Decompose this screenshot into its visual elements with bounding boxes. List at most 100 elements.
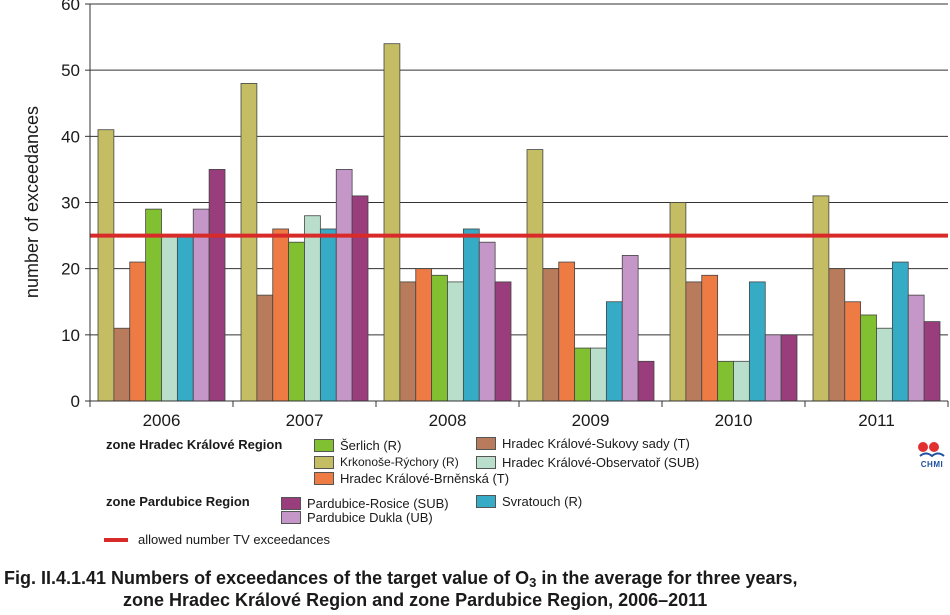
bar	[176, 235, 194, 402]
legend-item-hk-brnenska: Hradec Králové-Brněnská (T)	[314, 471, 509, 486]
x-tick-label: 2006	[143, 411, 181, 430]
bar	[526, 149, 544, 402]
bar	[907, 294, 925, 402]
legend-swatch	[476, 495, 496, 508]
bar	[256, 294, 274, 402]
bar	[431, 274, 448, 402]
legend-swatch	[281, 497, 301, 510]
legend-swatch	[281, 511, 301, 524]
y-tick-label: 10	[61, 326, 80, 345]
legend-item-svratouch: Svratouch (R)	[476, 494, 582, 509]
threshold-line-swatch	[104, 537, 128, 542]
legend-swatch	[476, 456, 496, 469]
bar	[288, 241, 305, 402]
legend-label: Šerlich (R)	[340, 438, 402, 453]
bar	[828, 268, 846, 402]
legend: zone Hradec Králové Region zone Pardubic…	[0, 430, 950, 550]
legend-item-krkonose-rychory: Krkonoše-Rýchory (R)	[314, 455, 459, 469]
bar	[590, 347, 607, 402]
caption-subscript: 3	[529, 575, 537, 590]
bar	[717, 360, 734, 402]
bar	[685, 281, 703, 402]
bar	[621, 255, 639, 402]
legend-label: allowed number TV exceedances	[138, 532, 330, 547]
legend-group-hradec-kralove: zone Hradec Králové Region	[106, 437, 283, 452]
bar	[272, 228, 290, 402]
bar	[748, 281, 766, 402]
caption-line-1: Fig. II.4.1.41 Numbers of exceedances of…	[4, 568, 798, 593]
y-tick-label: 40	[61, 127, 80, 146]
legend-item-pardubice-dukla: Pardubice Dukla (UB)	[281, 510, 433, 525]
bar	[351, 195, 369, 402]
legend-item-hk-sukovy-sady: Hradec Králové-Sukovy sady (T)	[476, 436, 690, 451]
y-tick-label: 30	[61, 194, 80, 213]
bar	[447, 281, 464, 402]
legend-swatch	[476, 437, 496, 450]
legend-label: Hradec Králové-Brněnská (T)	[340, 471, 510, 486]
bar	[113, 327, 131, 402]
bar	[399, 281, 417, 402]
x-tick-label: 2007	[286, 411, 324, 430]
y-axis-label: number of exceedances	[22, 106, 42, 298]
legend-label: Krkonoše-Rýchory (R)	[340, 455, 459, 469]
bar-chart: 0 10 20 30 40 50 60 2006 2007 2008 2009 2010 2011 nu…	[22, 0, 949, 430]
bar	[701, 274, 719, 402]
bar	[542, 268, 560, 402]
legend-label: Svratouch (R)	[502, 494, 583, 509]
bar	[383, 43, 401, 402]
axes: 0 10 20 30 40 50 60 2006 2007 2008 2009 2010 2011	[61, 0, 949, 430]
x-tick-label: 2010	[715, 411, 753, 430]
chmi-logo-icon	[918, 442, 945, 458]
chmi-logo-text: CHMI	[920, 460, 944, 469]
caption-prefix: Fig. II.4.1.41 Numbers of exceedances of…	[4, 568, 530, 588]
legend-label: Pardubice-Rosice (SUB)	[307, 496, 449, 511]
bar	[478, 241, 496, 402]
bar	[415, 268, 433, 402]
legend-swatch	[314, 455, 334, 469]
x-tick-label: 2009	[572, 411, 610, 430]
bar	[129, 261, 147, 402]
bar	[208, 169, 226, 402]
caption-suffix: in the average for three years,	[536, 568, 798, 588]
bar	[891, 261, 909, 402]
bar	[494, 281, 512, 402]
x-tick-label: 2008	[429, 411, 467, 430]
bar	[669, 202, 687, 402]
bar	[764, 334, 782, 402]
bars	[97, 43, 941, 402]
grid-lines	[90, 3, 948, 402]
bar	[876, 327, 893, 402]
legend-item-serlich: Šerlich (R)	[314, 438, 401, 453]
legend-label: Hradec Králové-Observatoř (SUB)	[502, 455, 700, 470]
legend-label: Pardubice Dukla (UB)	[307, 510, 433, 525]
bar	[637, 360, 655, 402]
caption-line-2: zone Hradec Králové Region and zone Pard…	[123, 590, 708, 610]
legend-swatch	[314, 472, 334, 485]
bar	[145, 208, 162, 402]
bar	[335, 169, 353, 402]
y-tick-label: 50	[61, 61, 80, 80]
bar	[844, 301, 862, 402]
bar	[462, 228, 480, 402]
bar	[558, 261, 576, 402]
bar	[192, 208, 210, 402]
legend-swatch	[314, 439, 334, 452]
bar	[780, 334, 798, 402]
legend-label: Hradec Králové-Sukovy sady (T)	[502, 436, 690, 451]
y-tick-label: 60	[61, 0, 80, 14]
legend-group-pardubice: zone Pardubice Region	[106, 494, 250, 509]
bar	[574, 347, 591, 402]
bar	[161, 235, 178, 402]
bar	[812, 195, 830, 402]
legend-item-hk-observator: Hradec Králové-Observatoř (SUB)	[476, 455, 699, 470]
legend-item-threshold: allowed number TV exceedances	[104, 532, 330, 547]
bar	[605, 301, 623, 402]
chmi-logo: CHMI	[916, 440, 948, 474]
legend-item-pardubice-rosice: Pardubice-Rosice (SUB)	[281, 496, 449, 511]
bar	[733, 360, 750, 402]
bar	[319, 228, 337, 402]
bar	[860, 314, 877, 402]
bar	[304, 215, 321, 402]
y-tick-label: 20	[61, 260, 80, 279]
bar	[240, 83, 258, 402]
